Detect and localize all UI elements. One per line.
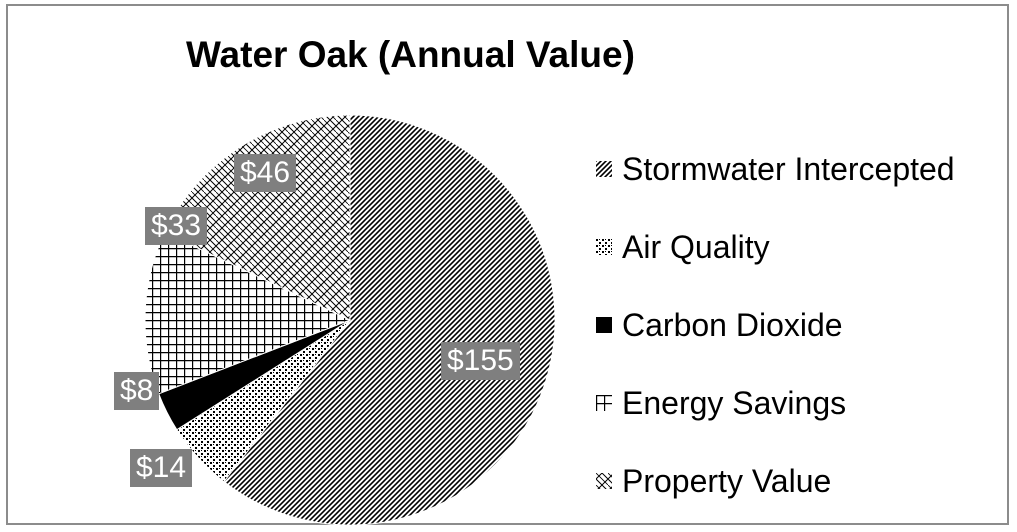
legend-item-carbon-dioxide: Carbon Dioxide (596, 286, 955, 364)
data-label-air-quality: $14 (130, 449, 193, 487)
legend-item-stormwater-intercepted: Stormwater Intercepted (596, 130, 955, 208)
legend-swatch (596, 395, 612, 411)
legend-item-air-quality: Air Quality (596, 208, 955, 286)
data-label-energy-savings: $33 (145, 207, 208, 245)
legend-swatch (596, 473, 612, 489)
pie-slices (144, 114, 556, 526)
legend-item-property-value: Property Value (596, 442, 955, 520)
data-label-stormwater-intercepted: $155 (441, 342, 520, 380)
pie-slice-stormwater-intercepted (223, 114, 556, 526)
legend-swatch (596, 239, 612, 255)
legend-label: Stormwater Intercepted (622, 150, 955, 187)
legend-label: Energy Savings (622, 384, 847, 421)
legend-label: Property Value (622, 462, 832, 499)
legend-label: Air Quality (622, 228, 770, 265)
chart-title: Water Oak (Annual Value) (186, 34, 635, 75)
legend: Stormwater Intercepted Air Quality Carbon … (596, 130, 955, 520)
legend-item-energy-savings: Energy Savings (596, 364, 955, 442)
legend-swatch (596, 317, 612, 333)
data-label-property-value: $46 (234, 154, 297, 192)
data-label-carbon-dioxide: $8 (114, 372, 160, 410)
legend-label: Carbon Dioxide (622, 306, 843, 343)
legend-swatch (596, 161, 612, 177)
